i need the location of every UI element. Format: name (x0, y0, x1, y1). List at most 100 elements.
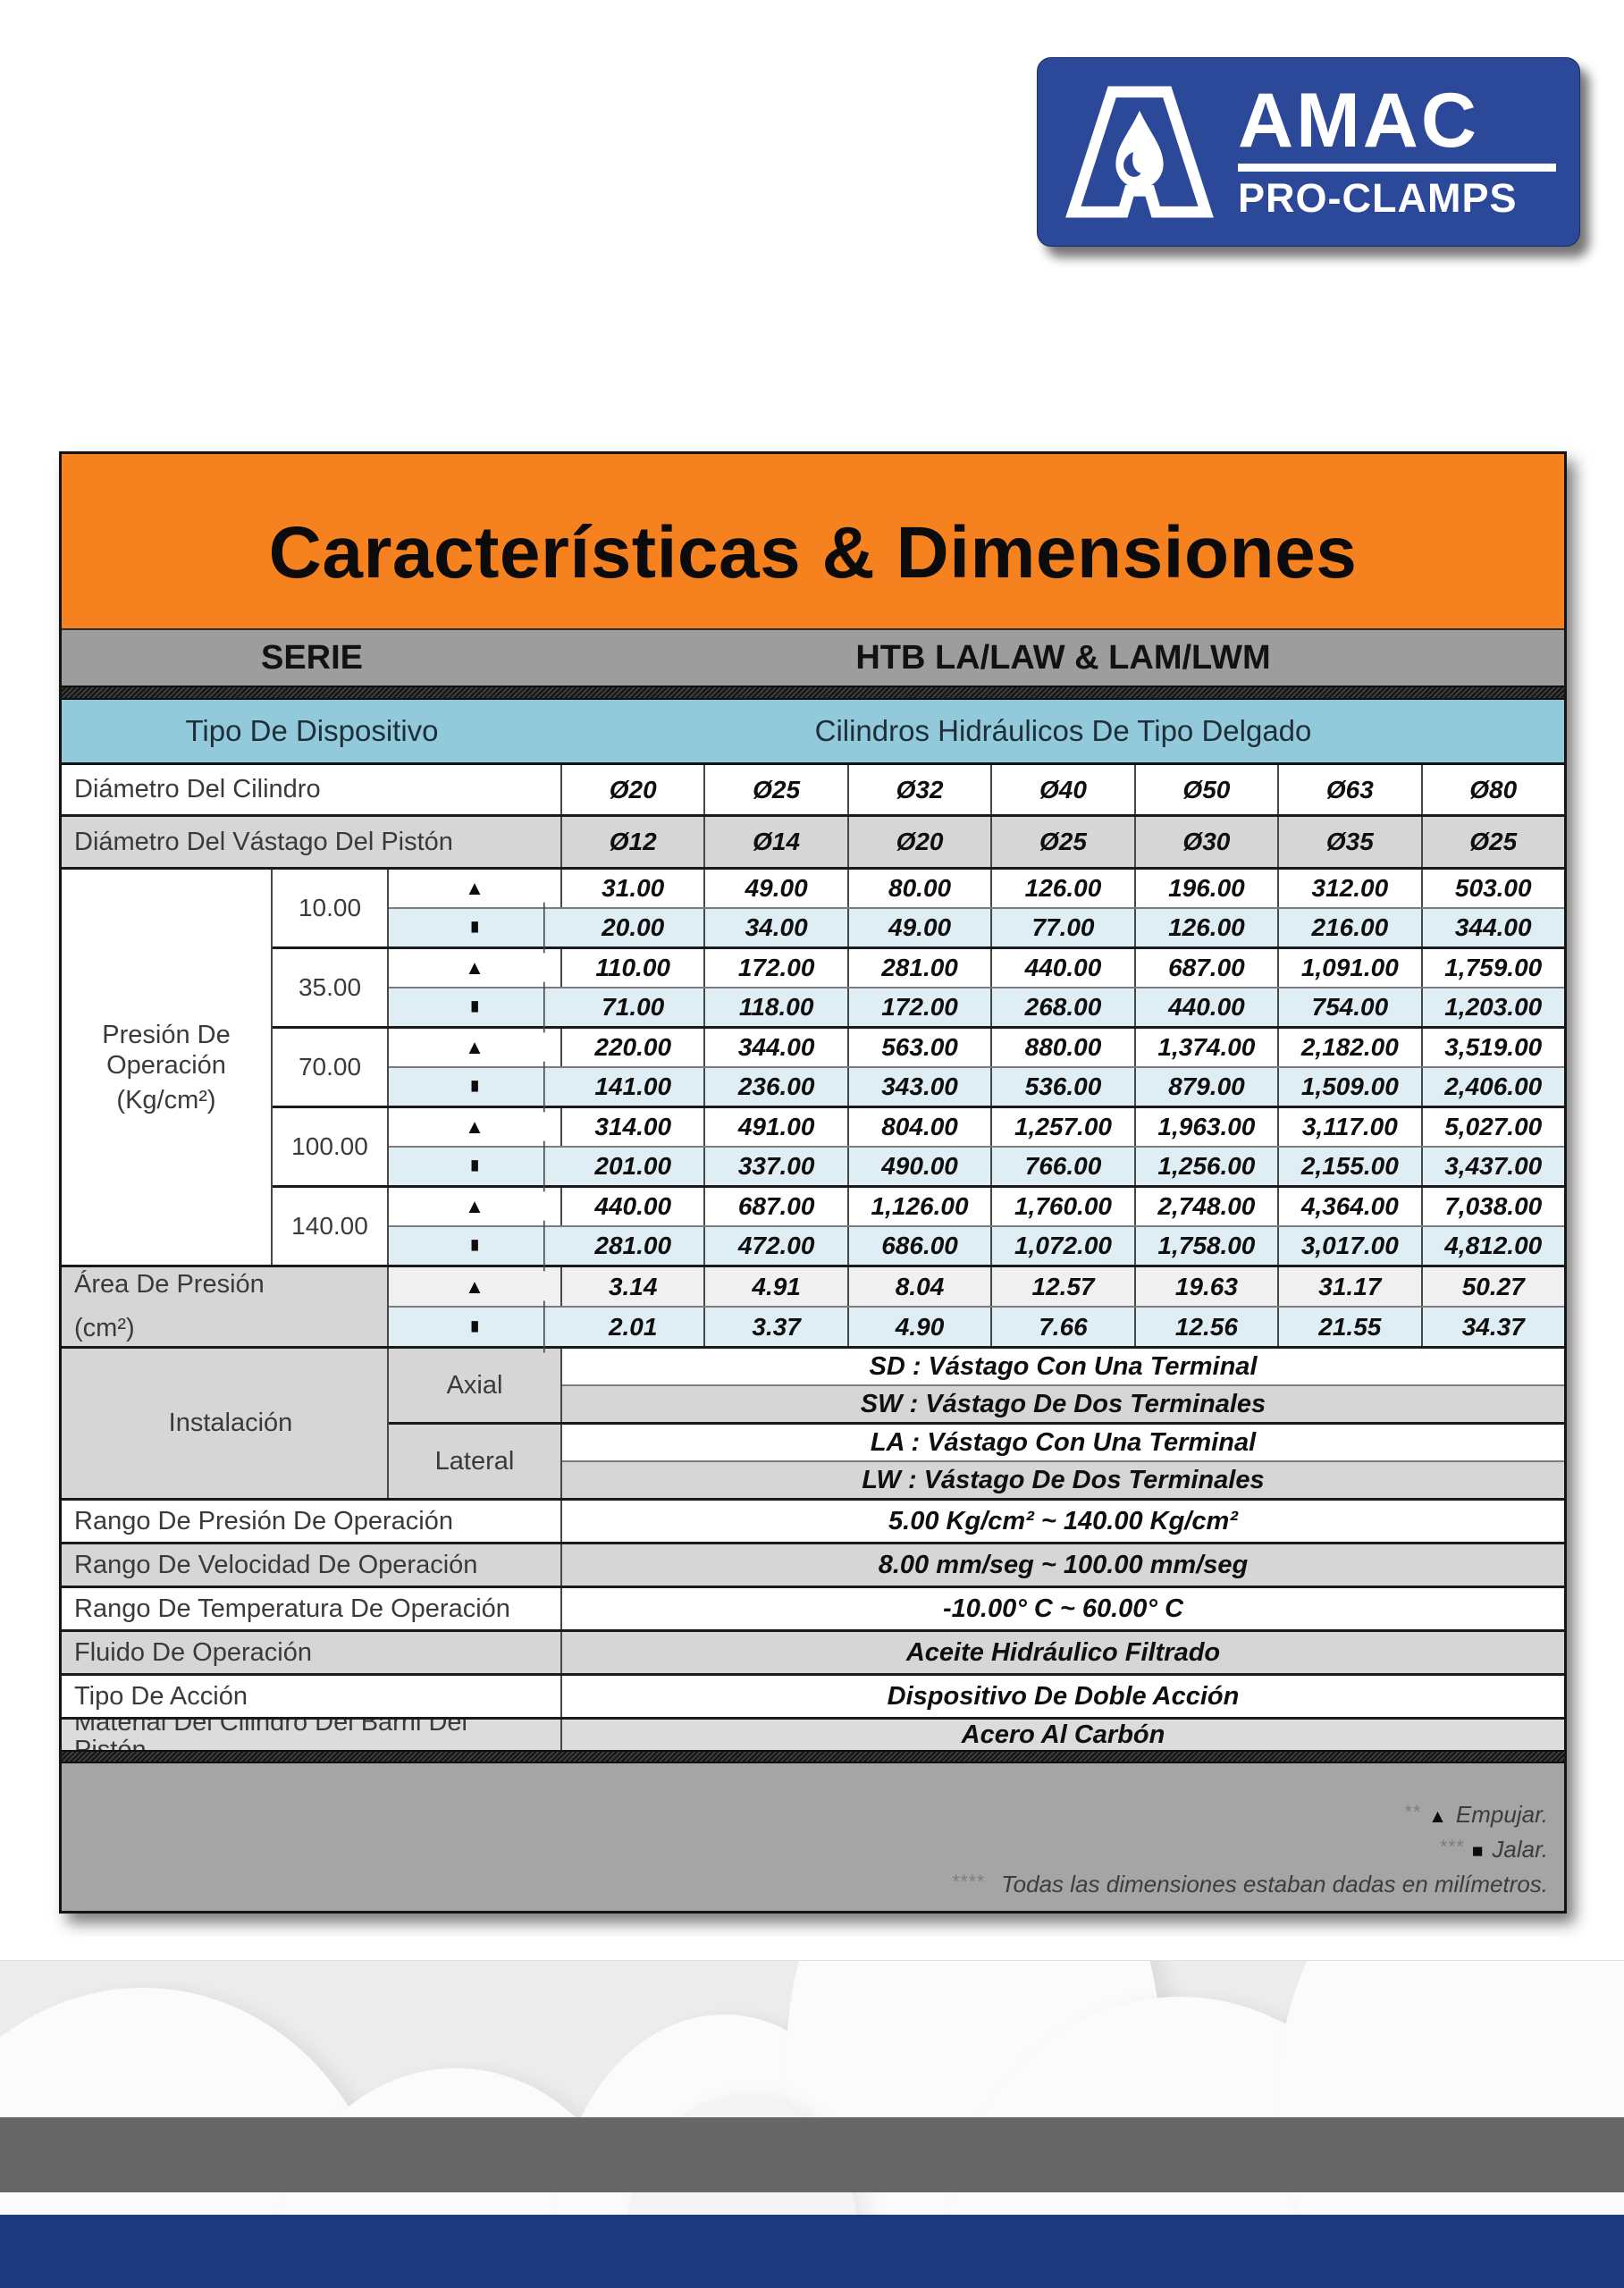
table-cell: 172.00 (705, 949, 849, 987)
row-value: Aceite Hidráulico Filtrado (905, 1637, 1221, 1667)
table-cell: 2,406.00 (1444, 1072, 1543, 1100)
table-cell: 343.00 (849, 1068, 993, 1106)
section-pressure-area: Área De Presión (cm²) ▲ 3.14 4.91 8.04 12.5… (62, 1265, 1564, 1353)
push-row: ▲ 3.14 4.91 8.04 12.57 19.63 31.17 50.27 (389, 1267, 1564, 1306)
push-triangle-icon: ▲ (389, 949, 562, 987)
table-cell: 1,203.00 (1444, 993, 1543, 1021)
device-type-label: Tipo De Dispositivo (185, 714, 439, 747)
table-cell: 268.00 (992, 988, 1136, 1026)
push-row: ▲ 440.00 687.00 1,126.00 1,760.00 2,748.00 4,… (389, 1188, 1564, 1225)
table-cell: Ø50 (1136, 765, 1280, 814)
table-cell: Ø30 (1136, 817, 1280, 867)
row-value: -10.00° C ~ 60.00° C (942, 1594, 1184, 1623)
area-section-label: Área De Presión (cm²) (62, 1267, 389, 1346)
table-cell: 440.00 (562, 1188, 706, 1225)
table-cell: 880.00 (992, 1029, 1136, 1066)
table-cell: 1,760.00 (992, 1188, 1136, 1225)
footer-dark-band (0, 2117, 1624, 2192)
table-row-pressure-range: Rango De Presión De Operación 5.00 Kg/cm… (62, 1498, 1564, 1542)
table-cell: 754.00 (1279, 988, 1423, 1026)
table-cell: 440.00 (992, 949, 1136, 987)
table-cell: 7,038.00 (1444, 1192, 1543, 1220)
table-cell: 337.00 (705, 1148, 849, 1185)
table-cell: 4,364.00 (1279, 1188, 1423, 1225)
table-row-rod-diameter: Diámetro Del Vástago Del Pistón Ø12 Ø14 Ø2… (62, 814, 1564, 867)
table-cell: 281.00 (562, 1227, 706, 1265)
separator-hatch-bottom (62, 1750, 1564, 1763)
table-cell: 472.00 (705, 1227, 849, 1265)
installation-label: Instalación (62, 1349, 389, 1498)
row-values: Ø12 Ø14 Ø20 Ø25 Ø30 Ø35 Ø25 (562, 817, 1564, 867)
pressure-value: 100.00 (273, 1108, 389, 1185)
table-cell: 126.00 (992, 870, 1136, 907)
installation-axial-group: Axial SD : Vástago Con Una Terminal SW :… (389, 1349, 1564, 1422)
pull-row: ■ 201.00 337.00 490.00 766.00 1,256.00 2,155.… (389, 1140, 1564, 1192)
table-cell: 50.27 (1461, 1272, 1525, 1300)
table-cell: 440.00 (1136, 988, 1280, 1026)
table-cell: 687.00 (705, 1188, 849, 1225)
table-cell: 3.37 (705, 1308, 849, 1346)
table-cell: Ø25 (992, 817, 1136, 867)
table-cell: Ø40 (992, 765, 1136, 814)
table-cell: Ø25 (705, 765, 849, 814)
table-cell: 12.56 (1136, 1308, 1280, 1346)
page-title: Características & Dimensiones (268, 511, 1358, 593)
pull-square-icon: ■ (406, 1061, 545, 1113)
push-row: ▲ 31.00 49.00 80.00 126.00 196.00 312.00 503.0… (389, 870, 1564, 907)
footer-pattern (0, 1960, 1624, 2215)
table-cell: 1,256.00 (1136, 1148, 1280, 1185)
serie-band: SERIE HTB LA/LAW & LAM/LWM (62, 628, 1564, 686)
table-cell: 19.63 (1136, 1267, 1280, 1306)
table-cell: 1,759.00 (1444, 954, 1543, 981)
row-value: 8.00 mm/seg ~ 100.00 mm/seg (878, 1550, 1249, 1579)
push-row: ▲ 220.00 344.00 563.00 880.00 1,374.00 2,182.… (389, 1029, 1564, 1066)
brand-name: AMAC (1238, 77, 1479, 164)
installation-row: SD : Vástago Con Una Terminal (562, 1349, 1564, 1384)
table-cell: 686.00 (849, 1227, 993, 1265)
table-cell: 1,374.00 (1136, 1029, 1280, 1066)
section-installation: Instalación Axial SD : Vástago Con Una T… (62, 1346, 1564, 1498)
table-cell: Ø20 (849, 817, 993, 867)
table-row-cylinder-diameter: Diámetro Del Cilindro Ø20 Ø25 Ø32 Ø40 Ø50 Ø63… (62, 765, 1564, 814)
title-band: Características & Dimensiones (62, 454, 1564, 628)
table-cell: 141.00 (562, 1068, 706, 1106)
installation-lateral-group: Lateral LA : Vástago Con Una Terminal LW… (389, 1422, 1564, 1498)
table-cell: Ø12 (562, 817, 706, 867)
table-cell: 1,758.00 (1136, 1227, 1280, 1265)
footnote-push: ** ▲ Empujar. (1404, 1801, 1548, 1828)
footnote-dimensions: **** Todas las dimensiones estaban dadas … (952, 1871, 1548, 1897)
table-cell: 31.17 (1279, 1267, 1423, 1306)
pull-square-icon: ■ (406, 1220, 545, 1272)
pull-square-icon: ■ (406, 1140, 545, 1192)
table-row-action-type: Tipo De Acción Dispositivo De Doble Acci… (62, 1673, 1564, 1717)
pull-row: ■ 71.00 118.00 172.00 268.00 440.00 754.00 1,2… (389, 981, 1564, 1033)
table-cell: 196.00 (1136, 870, 1280, 907)
installation-row: SW : Vástago De Dos Terminales (562, 1384, 1564, 1422)
lateral-label: Lateral (389, 1425, 562, 1498)
table-cell: 20.00 (562, 909, 706, 946)
push-triangle-icon: ▲ (389, 1188, 562, 1225)
table-cell: 126.00 (1136, 909, 1280, 946)
installation-row: LA : Vástago Con Una Terminal (562, 1425, 1564, 1460)
section-operating-pressure: Presión De Operación (Kg/cm²) 10.00 ▲ 31… (62, 867, 1564, 1272)
table-cell: 21.55 (1279, 1308, 1423, 1346)
table-cell: 3.14 (562, 1267, 706, 1306)
pull-square-icon: ■ (406, 981, 545, 1033)
push-row: ▲ 314.00 491.00 804.00 1,257.00 1,963.00 3,11… (389, 1108, 1564, 1146)
push-triangle-icon: ▲ (389, 870, 562, 907)
row-value: 5.00 Kg/cm² ~ 140.00 Kg/cm² (888, 1506, 1238, 1535)
table-cell: 503.00 (1454, 874, 1532, 902)
row-label: Diámetro Del Cilindro (62, 765, 562, 814)
push-triangle-icon: ▲ (389, 1029, 562, 1066)
row-label: Material Del Cilindro Del Barril Del Pis… (62, 1720, 562, 1750)
table-row-barrel-material: Material Del Cilindro Del Barril Del Pis… (62, 1717, 1564, 1750)
table-cell: 281.00 (849, 949, 993, 987)
table-cell: 879.00 (1136, 1068, 1280, 1106)
table-cell: Ø32 (849, 765, 993, 814)
row-label: Rango De Temperatura De Operación (62, 1588, 562, 1629)
table-cell: Ø20 (562, 765, 706, 814)
table-cell: Ø63 (1279, 765, 1423, 814)
table-cell: 312.00 (1279, 870, 1423, 907)
push-row: ▲ 110.00 172.00 281.00 440.00 687.00 1,091.00… (389, 949, 1564, 987)
